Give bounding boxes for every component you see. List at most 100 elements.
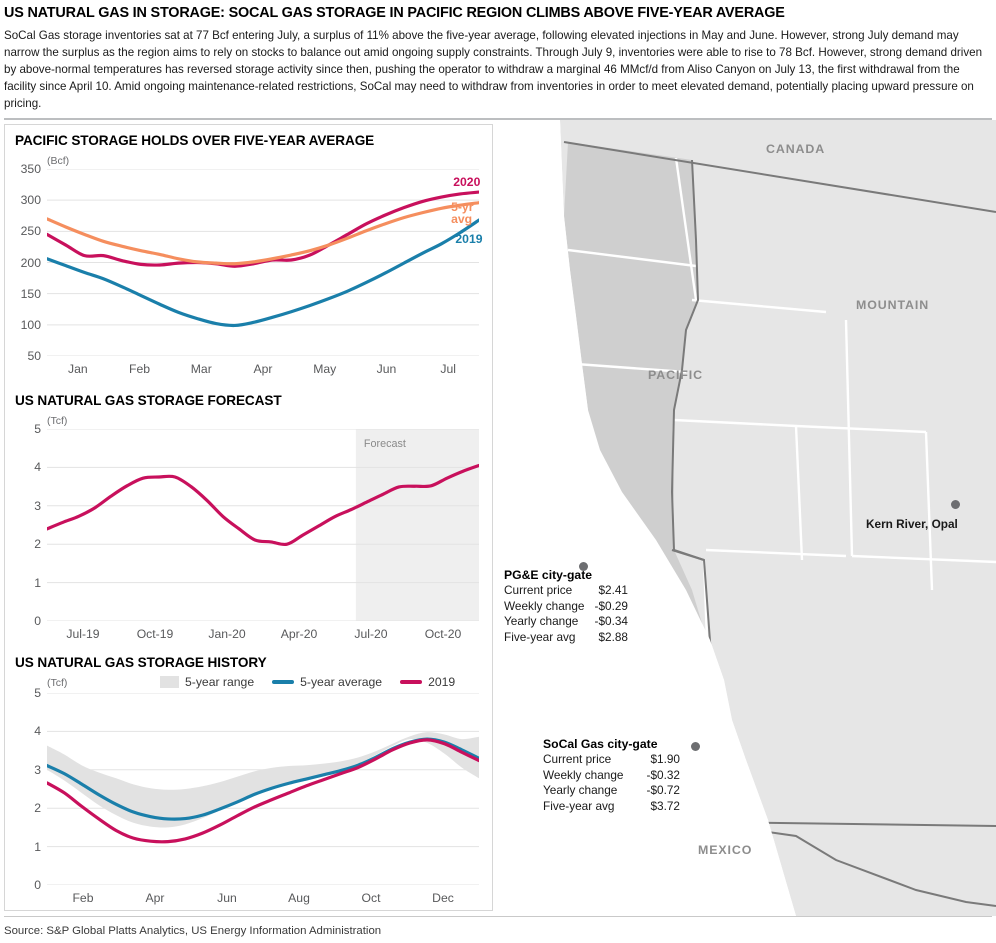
price-row-value: -$0.29 bbox=[594, 598, 628, 613]
price-row-value: -$0.32 bbox=[646, 767, 680, 782]
forecast-shading bbox=[355, 429, 479, 621]
five-year-range-band bbox=[47, 732, 479, 828]
header: US NATURAL GAS IN STORAGE: SOCAL GAS STO… bbox=[0, 0, 996, 113]
state-boundary-3 bbox=[691, 298, 827, 314]
state-boundary-5 bbox=[705, 548, 847, 558]
price-row-value: -$0.72 bbox=[646, 783, 680, 798]
chart-unit-storage-forecast: (Tcf) bbox=[47, 415, 68, 427]
x-axis-tick: Jan bbox=[68, 362, 88, 376]
price-row: Current price $1.90 bbox=[543, 752, 680, 768]
pacific-ocean bbox=[496, 120, 796, 916]
state-boundary-7 bbox=[844, 319, 854, 557]
price-row-value: -$0.34 bbox=[594, 614, 628, 629]
y-axis-tick: 4 bbox=[34, 724, 41, 739]
hub-marker-pge-city-gate[interactable] bbox=[579, 562, 588, 571]
canada-shape bbox=[560, 120, 996, 212]
state-boundary-4 bbox=[795, 424, 927, 434]
state-boundary-2 bbox=[673, 418, 797, 428]
x-axis-tick: Aug bbox=[288, 891, 310, 905]
legend-swatch-line-icon bbox=[400, 680, 423, 684]
hub-marker-kern-river-opal[interactable] bbox=[951, 500, 960, 509]
y-axis-tick: 2 bbox=[34, 801, 41, 816]
chart-unit-pacific-storage: (Bcf) bbox=[47, 155, 70, 167]
price-row: Yearly change -$0.34 bbox=[504, 614, 628, 630]
price-row-label: Yearly change bbox=[543, 783, 618, 798]
y-axis-tick: 1 bbox=[34, 575, 41, 590]
series-line-5-yr-avg bbox=[47, 201, 479, 266]
x-axis-tick: Jun bbox=[376, 362, 397, 376]
state-boundary-1 bbox=[575, 362, 687, 374]
price-row-label: Current price bbox=[504, 583, 573, 597]
y-axis-tick: 200 bbox=[20, 255, 41, 270]
price-row-value: $1.90 bbox=[650, 752, 680, 766]
x-axis-tick: Oct-20 bbox=[424, 627, 462, 641]
series-line-2020 bbox=[47, 190, 479, 268]
price-row-label: Yearly change bbox=[504, 614, 579, 629]
region-boundary-0 bbox=[563, 141, 996, 213]
x-axis-tick: Apr bbox=[145, 891, 165, 905]
legend-item: 2019 bbox=[400, 675, 455, 689]
x-axis-tick: Apr-20 bbox=[280, 627, 318, 641]
y-axis-tick: 4 bbox=[34, 460, 41, 475]
plot-area-pacific-storage bbox=[47, 169, 479, 356]
legend-item: 5-year average bbox=[272, 675, 382, 689]
charts-panel: PACIFIC STORAGE HOLDS OVER FIVE-YEAR AVE… bbox=[4, 124, 493, 911]
y-axis-tick: 0 bbox=[34, 614, 41, 628]
chart-title-pacific-storage: PACIFIC STORAGE HOLDS OVER FIVE-YEAR AVE… bbox=[15, 133, 375, 148]
legend-swatch-line-icon bbox=[272, 680, 295, 684]
price-card-title: PG&E city-gate bbox=[504, 568, 593, 582]
series-line-2019 bbox=[47, 738, 479, 844]
map-label-mexico: MEXICO bbox=[698, 843, 753, 857]
hub-label-kern-river-opal: Kern River, Opal bbox=[866, 517, 958, 531]
state-boundary-10 bbox=[851, 554, 996, 564]
y-axis-tick: 3 bbox=[34, 762, 41, 777]
y-axis-tick: 1 bbox=[34, 839, 41, 854]
x-axis-tick: Oct-19 bbox=[136, 627, 174, 641]
price-row-value: $2.41 bbox=[598, 583, 628, 597]
y-axis-tick: 50 bbox=[27, 349, 41, 363]
series-label-5-yr-avg: 5-yr avg bbox=[451, 199, 474, 226]
y-axis-tick: 150 bbox=[20, 286, 41, 301]
y-axis-tick: 100 bbox=[20, 317, 41, 332]
chart-unit-storage-history: (Tcf) bbox=[47, 677, 68, 689]
state-boundary-8 bbox=[924, 431, 934, 591]
x-axis-tick: Jan-20 bbox=[208, 627, 246, 641]
y-axis-tick: 300 bbox=[20, 193, 41, 208]
x-axis-tick: Mar bbox=[190, 362, 212, 376]
page-title: US NATURAL GAS IN STORAGE: SOCAL GAS STO… bbox=[4, 5, 785, 21]
x-axis-tick: Jul-19 bbox=[66, 627, 100, 641]
y-axis-tick: 0 bbox=[34, 878, 41, 892]
x-axis-tick: Dec bbox=[432, 891, 454, 905]
map-panel: CANADA PACIFIC MOUNTAIN MEXICO Kern River, O… bbox=[496, 120, 996, 916]
price-row: Current price $2.41 bbox=[504, 583, 628, 599]
header-divider bbox=[4, 118, 992, 120]
price-row-value: $3.72 bbox=[650, 799, 680, 814]
y-axis-tick: 5 bbox=[34, 422, 41, 436]
x-axis-tick: Oct bbox=[361, 891, 381, 905]
western-us-map bbox=[496, 120, 996, 916]
y-axis-tick: 2 bbox=[34, 537, 41, 552]
legend-item: 5-year range bbox=[160, 675, 254, 689]
chart-title-storage-history: US NATURAL GAS STORAGE HISTORY bbox=[15, 655, 267, 670]
map-label-pacific: PACIFIC bbox=[648, 368, 703, 382]
price-row: Weekly change -$0.32 bbox=[543, 768, 680, 784]
chart-legend-storage-history: 5-year range 5-year average 2019 bbox=[160, 675, 455, 689]
series-label-2019: 2019 bbox=[455, 232, 483, 247]
source-note: Source: S&P Global Platts Analytics, US … bbox=[4, 925, 382, 937]
x-axis-tick: Jul-20 bbox=[354, 627, 388, 641]
socal-gas-city-gate-card: SoCal Gas city-gate Current price $1.90 Wee… bbox=[543, 737, 680, 815]
price-row: Weekly change -$0.29 bbox=[504, 599, 628, 615]
legend-label: 5-year average bbox=[300, 675, 383, 689]
plot-area-storage-history bbox=[47, 693, 479, 885]
price-row: Yearly change -$0.72 bbox=[543, 783, 680, 799]
map-label-mountain: MOUNTAIN bbox=[856, 298, 930, 312]
price-row-label: Current price bbox=[543, 752, 612, 766]
hub-marker-socal-gas-city-gate[interactable] bbox=[691, 742, 700, 751]
state-boundary-0 bbox=[567, 248, 697, 268]
price-card-title: SoCal Gas city-gate bbox=[543, 737, 658, 751]
y-axis-tick: 250 bbox=[20, 224, 41, 239]
price-row: Five-year avg $3.72 bbox=[543, 799, 680, 815]
price-row-label: Five-year avg bbox=[504, 630, 576, 645]
legend-swatch-band-icon bbox=[160, 676, 179, 688]
